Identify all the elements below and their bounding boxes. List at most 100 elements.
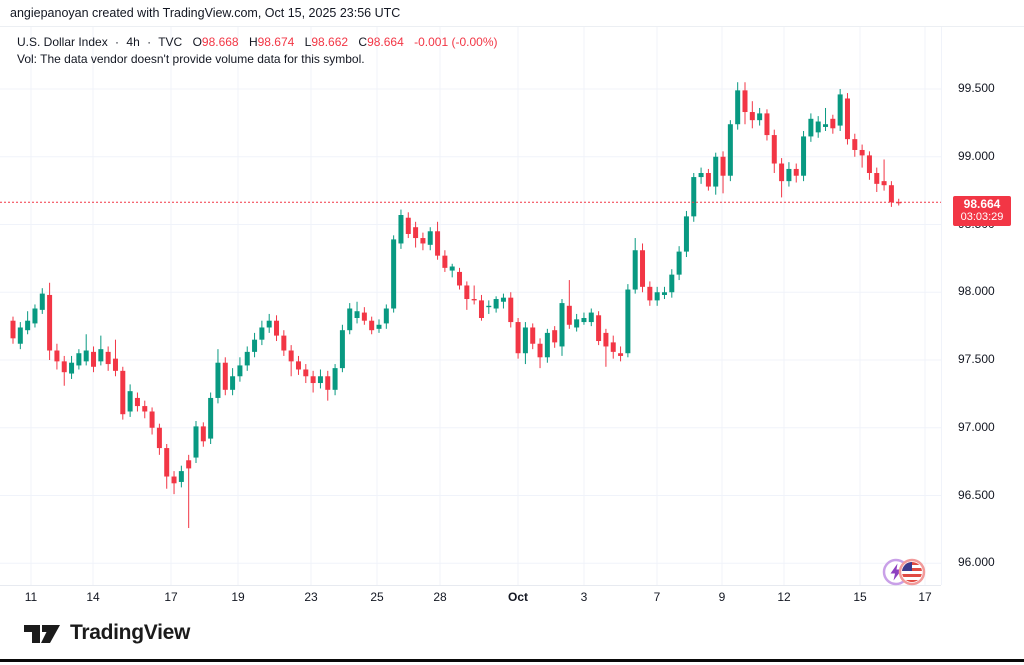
candle: [222, 357, 228, 396]
time-axis-label: 17: [918, 590, 932, 604]
candle: [215, 349, 221, 404]
candle: [823, 107, 829, 132]
candle: [830, 114, 836, 134]
price-axis[interactable]: 99.50099.00098.50098.00097.50097.00096.5…: [941, 27, 1024, 585]
candle: [449, 263, 455, 278]
symbol-title[interactable]: U.S. Dollar Index: [17, 35, 108, 49]
tradingview-logo-icon: [24, 625, 60, 643]
candle: [156, 423, 162, 455]
candle: [801, 131, 807, 182]
high-label: H: [248, 35, 258, 49]
candle: [83, 334, 89, 366]
candle: [735, 82, 741, 130]
candle: [720, 151, 726, 194]
interval-label[interactable]: 4h: [126, 35, 140, 49]
candle: [281, 330, 287, 356]
candle: [25, 311, 31, 335]
candle: [244, 346, 250, 371]
candle: [574, 313, 580, 332]
candle: [874, 167, 880, 192]
time-axis[interactable]: 11 14 17 19 23 25 28 Oct 3 7 9 12 15 17: [0, 585, 941, 610]
candle: [442, 250, 448, 272]
candle: [142, 400, 148, 419]
low-value: 98.662: [311, 35, 349, 49]
candle: [478, 294, 484, 321]
price-axis-label: 97.000: [958, 419, 995, 434]
candle: [786, 162, 792, 187]
candle: [178, 465, 184, 488]
candle: [208, 392, 214, 445]
candle: [705, 168, 711, 191]
price-axis-label: 99.500: [958, 81, 995, 95]
candle: [757, 107, 763, 126]
brand-text: TradingView: [70, 621, 191, 644]
candle: [493, 296, 499, 313]
candle: [647, 281, 653, 306]
candle: [17, 322, 23, 350]
price-axis-label: 99.000: [958, 148, 995, 163]
open-label: O: [192, 35, 202, 49]
time-axis-label: 12: [777, 590, 791, 604]
candle: [698, 167, 704, 184]
bottom-edge: [0, 659, 1024, 662]
candle: [295, 355, 301, 375]
candle: [10, 316, 16, 344]
candle: [383, 304, 389, 329]
candle: [793, 163, 799, 183]
candle: [413, 221, 419, 248]
candle: [552, 326, 558, 348]
candle: [347, 303, 353, 335]
candle: [105, 346, 111, 371]
candlestick-chart[interactable]: [0, 27, 941, 585]
candle: [134, 392, 140, 412]
exchange-label: TVC: [158, 35, 183, 49]
candle: [764, 109, 770, 141]
us-flag-icon[interactable]: [898, 558, 926, 586]
price-axis-label: 96.000: [958, 555, 995, 570]
candle: [618, 346, 624, 362]
time-axis-label: 25: [370, 590, 384, 604]
candle: [420, 232, 426, 251]
candle: [317, 369, 323, 389]
time-axis-label: 11: [24, 590, 38, 604]
chart-region: U.S. Dollar Index · 4h · TVC O98.668 H98…: [0, 27, 1024, 610]
candle: [544, 328, 550, 363]
candle: [61, 355, 67, 386]
low-label: L: [304, 35, 312, 49]
candle: [888, 181, 894, 207]
candle: [566, 280, 572, 329]
candle: [98, 335, 104, 366]
candle: [508, 292, 514, 328]
chart-legend: U.S. Dollar Index · 4h · TVC O98.668 H98…: [17, 34, 498, 67]
candle: [742, 82, 748, 125]
candle: [603, 328, 609, 367]
candle: [339, 324, 345, 373]
price-axis-label: 96.500: [958, 487, 995, 502]
candle: [171, 471, 177, 495]
candle: [625, 284, 631, 358]
candle: [500, 293, 506, 309]
candle: [522, 322, 528, 365]
candle: [808, 113, 814, 142]
time-axis-label: 17: [164, 590, 178, 604]
candle: [588, 308, 594, 327]
candle: [427, 227, 433, 251]
candle: [581, 312, 587, 325]
time-axis-label: 15: [853, 590, 867, 604]
tradingview-logo[interactable]: TradingView: [22, 618, 190, 648]
candle: [391, 235, 397, 313]
candle: [354, 301, 360, 324]
candle: [69, 355, 75, 379]
candle: [640, 243, 646, 293]
time-axis-label: Oct: [507, 590, 529, 604]
candle: [435, 221, 441, 260]
candle: [669, 269, 675, 298]
candle: [559, 299, 565, 356]
candle: [398, 209, 404, 249]
close-value: 98.664: [367, 35, 404, 49]
candle: [361, 307, 367, 325]
price-axis-label: 98.000: [958, 284, 995, 299]
footer: TradingView: [0, 610, 1024, 665]
candle: [259, 320, 265, 346]
